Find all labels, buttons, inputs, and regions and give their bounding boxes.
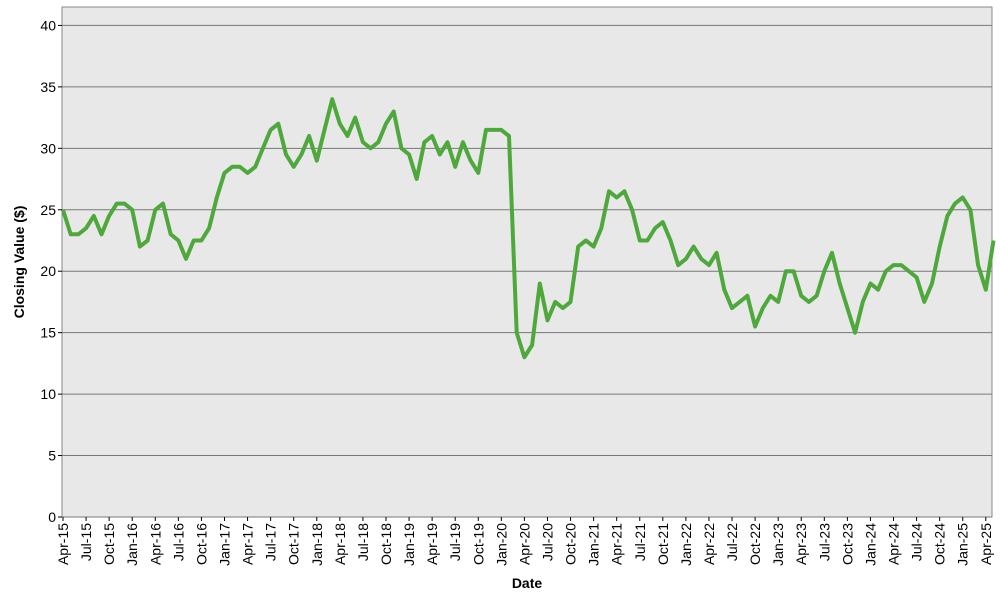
- x-tick-label: Apr-25: [978, 523, 994, 565]
- x-tick-label: Oct-20: [563, 523, 579, 565]
- x-tick-label: Jul-18: [355, 523, 371, 561]
- x-tick-label: Jul-15: [78, 523, 94, 561]
- x-tick-label: Oct-24: [932, 523, 948, 565]
- x-tick-label: Oct-22: [747, 523, 763, 565]
- x-tick-label: Apr-22: [701, 523, 717, 565]
- x-tick-label: Apr-16: [147, 523, 163, 565]
- x-tick-label: Oct-17: [286, 523, 302, 565]
- y-tick-label: 30: [40, 140, 56, 156]
- x-tick-label: Jan-23: [770, 523, 786, 566]
- x-tick-label: Oct-21: [655, 523, 671, 565]
- y-tick-label: 0: [48, 509, 56, 525]
- x-tick-label: Jul-21: [632, 523, 648, 561]
- x-tick-label: Apr-17: [240, 523, 256, 565]
- x-tick-label: Jan-18: [309, 523, 325, 566]
- x-tick-label: Jan-19: [401, 523, 417, 566]
- x-tick-label: Oct-16: [193, 523, 209, 565]
- x-tick-label: Jul-23: [816, 523, 832, 561]
- x-tick-label: Oct-23: [839, 523, 855, 565]
- y-axis-label: Closing Value ($): [11, 206, 27, 319]
- y-tick-label: 5: [48, 448, 56, 464]
- x-tick-label: Apr-24: [886, 523, 902, 565]
- x-tick-label: Jul-24: [909, 523, 925, 561]
- x-tick-label: Apr-18: [332, 523, 348, 565]
- y-tick-label: 15: [40, 325, 56, 341]
- x-tick-label: Jan-16: [124, 523, 140, 566]
- x-tick-label: Apr-23: [793, 523, 809, 565]
- x-tick-label: Jan-21: [586, 523, 602, 566]
- x-tick-label: Oct-18: [378, 523, 394, 565]
- x-tick-label: Oct-19: [470, 523, 486, 565]
- x-tick-label: Oct-15: [101, 523, 117, 565]
- y-tick-label: 20: [40, 263, 56, 279]
- x-tick-label: Jul-19: [447, 523, 463, 561]
- price-line: [61, 97, 996, 360]
- x-tick-label: Jan-24: [862, 523, 878, 566]
- x-tick-label: Apr-19: [424, 523, 440, 565]
- x-tick-label: Apr-15: [55, 523, 71, 565]
- x-tick-label: Jan-25: [955, 523, 971, 566]
- x-tick-label: Jan-17: [216, 523, 232, 566]
- y-tick-label: 25: [40, 202, 56, 218]
- y-tick-label: 40: [40, 17, 56, 33]
- y-tick-label: 35: [40, 79, 56, 95]
- x-tick-label: Jul-17: [263, 523, 279, 561]
- x-tick-label: Apr-20: [516, 523, 532, 565]
- x-tick-label: Jul-16: [170, 523, 186, 561]
- x-tick-label: Jan-20: [493, 523, 509, 566]
- x-tick-label: Jul-20: [539, 523, 555, 561]
- x-tick-label: Jul-22: [724, 523, 740, 561]
- y-tick-label: 10: [40, 386, 56, 402]
- plot-area: [61, 6, 993, 518]
- x-axis-label: Date: [512, 575, 543, 591]
- x-tick-label: Apr-21: [609, 523, 625, 565]
- x-tick-label: Jan-22: [678, 523, 694, 566]
